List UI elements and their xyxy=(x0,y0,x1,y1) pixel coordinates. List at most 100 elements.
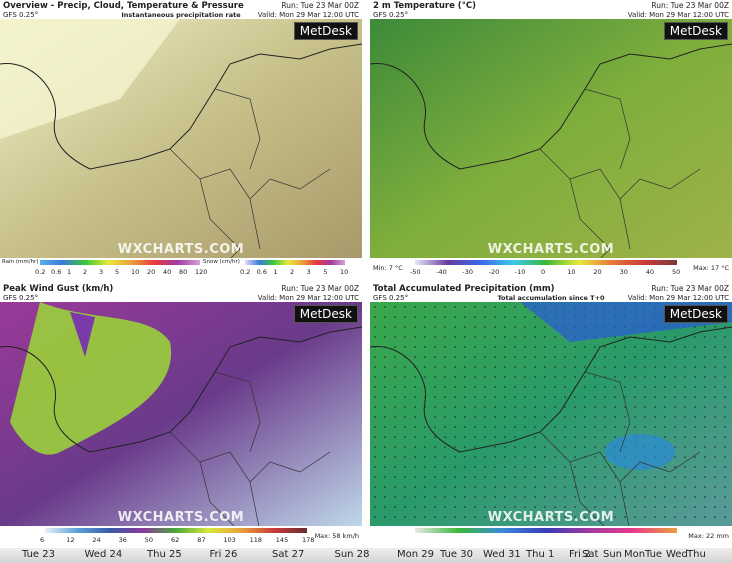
legend: Max: 58 km/h 6 12 24 36 50 62 87 103 118 145 178 xyxy=(0,526,362,548)
timeline-day[interactable]: Tue xyxy=(645,549,663,560)
color-bar xyxy=(415,260,677,265)
legend-tick: 145 xyxy=(275,536,289,544)
legend: Max: 22 mm xyxy=(370,526,732,548)
legend-tick: 3 xyxy=(99,268,104,276)
legend-tick: -40 xyxy=(436,268,447,276)
subtitle: Instantaneous precipitation rate xyxy=(121,11,241,19)
model: GFS 0.25° xyxy=(373,11,409,19)
map xyxy=(0,19,362,258)
accum-dots xyxy=(370,302,732,526)
map-panel: Peak Wind Gust (km/h) Run: Tue 23 Mar 00Z… xyxy=(0,283,362,548)
map xyxy=(370,19,732,258)
map-panel: Overview - Precip, Cloud, Temperature & … xyxy=(0,0,362,280)
legend-tick: 5 xyxy=(323,268,328,276)
legend-tick: 10 xyxy=(340,268,349,276)
timeline-day[interactable]: Fri 2 xyxy=(569,549,591,560)
legend-tick: -30 xyxy=(462,268,474,276)
watermark: WXCHARTS.COM xyxy=(117,510,245,525)
legend-tick: -20 xyxy=(488,268,500,276)
borders xyxy=(539,88,701,258)
coastline xyxy=(0,43,362,170)
legend-tick: 0.2 xyxy=(240,268,251,276)
legend-tick: 5 xyxy=(115,268,120,276)
coastline xyxy=(0,326,362,453)
timeline-day[interactable]: Wed 24 xyxy=(84,549,123,560)
legend-tick: 1 xyxy=(273,268,278,276)
timeline-day[interactable]: Tue 30 xyxy=(440,549,473,560)
legend-tick: 0.6 xyxy=(51,268,62,276)
model: GFS 0.25° xyxy=(3,11,39,19)
color-bar xyxy=(415,528,677,533)
timeline-day[interactable]: Sun xyxy=(603,549,623,560)
timeline-day[interactable]: Thu xyxy=(687,549,706,560)
borders xyxy=(539,371,701,526)
legend-tick: 80 xyxy=(179,268,188,276)
legend-tick: 1 xyxy=(67,268,72,276)
timeline-day[interactable]: Thu 1 xyxy=(526,549,555,560)
legend: Min: 7 °C Max: 17 °C -50 -40 -30 -20 -10 0 10 20 3… xyxy=(370,258,732,280)
timeline: Tue 23 Wed 24 Thu 25 Fri 26 Sat 27 Sun 28 Mon … xyxy=(0,548,732,563)
legend-tick: 10 xyxy=(131,268,140,276)
watermark: WXCHARTS.COM xyxy=(117,242,245,257)
legend-tick: 40 xyxy=(163,268,172,276)
run-time: Run: Tue 23 Mar 00Z xyxy=(281,1,359,10)
legend-tick: 178 xyxy=(302,536,315,544)
timeline-day[interactable]: Sun 28 xyxy=(334,549,370,560)
gust-zone xyxy=(10,302,172,455)
brand-logo: MetDesk xyxy=(663,22,728,40)
legend-max: Max: 17 °C xyxy=(693,264,729,272)
legend-tick: 0.6 xyxy=(256,268,267,276)
panel-title: Total Accumulated Precipitation (mm) xyxy=(373,284,555,294)
legend-max: Max: 22 mm xyxy=(688,532,729,540)
timeline-day[interactable]: Tue 23 xyxy=(22,549,55,560)
legend-label: Rain (mm/hr) xyxy=(2,259,39,265)
model: GFS 0.25° xyxy=(3,294,39,302)
legend-max: Max: 58 km/h xyxy=(314,532,359,540)
timeline-day[interactable]: Mon xyxy=(624,549,646,560)
borders xyxy=(169,88,331,258)
borders xyxy=(169,371,331,526)
timeline-day[interactable]: Wed xyxy=(666,549,688,560)
legend-tick: 87 xyxy=(197,536,206,544)
legend-tick: 40 xyxy=(645,268,655,276)
valid-time: Valid: Mon 29 Mar 12:00 UTC xyxy=(627,11,729,19)
brand-logo: MetDesk xyxy=(293,22,358,40)
timeline-day[interactable]: Sat 27 xyxy=(272,549,305,560)
cloud-zone xyxy=(0,19,180,139)
subtitle: Total accumulation since T+0 xyxy=(497,294,605,302)
legend-tick: 24 xyxy=(92,536,101,544)
timeline-day[interactable]: Fri 26 xyxy=(209,549,238,560)
timeline-day[interactable]: Thu 25 xyxy=(147,549,182,560)
panel-title: 2 m Temperature (°C) xyxy=(373,1,477,11)
legend-tick: 2 xyxy=(83,268,88,276)
color-bar xyxy=(40,260,200,265)
legend-tick: 10 xyxy=(567,268,576,276)
map xyxy=(0,302,362,526)
valid-time: Valid: Mon 29 Mar 12:00 UTC xyxy=(257,11,359,19)
legend-tick: 103 xyxy=(223,536,236,544)
timeline-day[interactable]: Wed 31 xyxy=(483,549,521,560)
legend-tick: 20 xyxy=(593,268,602,276)
legend-tick: 118 xyxy=(249,536,263,544)
timeline-day[interactable]: Mon 29 xyxy=(397,549,434,560)
legend-tick: 0 xyxy=(541,268,546,276)
color-bar xyxy=(45,528,307,533)
legend-tick: 3 xyxy=(306,268,311,276)
legend-min: Min: 7 °C xyxy=(373,264,403,272)
legend-tick: 2 xyxy=(290,268,295,276)
legend: Rain (mm/hr) 0.2 0.6 1 2 3 5 10 20 40 80 120 Snow (c… xyxy=(0,258,362,280)
run-time: Run: Tue 23 Mar 00Z xyxy=(651,1,729,10)
coastline xyxy=(370,43,732,170)
legend-tick: 12 xyxy=(66,536,75,544)
coastline xyxy=(370,326,732,453)
timeline-day[interactable]: Sat xyxy=(582,549,599,560)
color-bar xyxy=(245,260,345,265)
legend-tick: -10 xyxy=(514,268,526,276)
valid-time: Valid: Mon 29 Mar 12:00 UTC xyxy=(627,294,729,302)
map xyxy=(370,302,732,526)
legend-tick: 50 xyxy=(144,536,154,544)
watermark: WXCHARTS.COM xyxy=(487,242,615,257)
map-panel: Total Accumulated Precipitation (mm) Run:… xyxy=(370,283,732,548)
watermark: WXCHARTS.COM xyxy=(487,510,615,525)
